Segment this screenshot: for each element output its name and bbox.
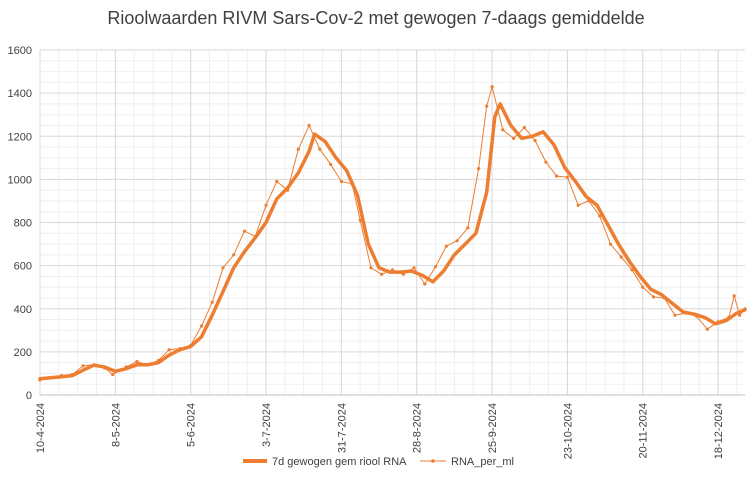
data-point-rna-per-ml [544,160,548,164]
data-point-rna-per-ml [412,266,416,270]
x-tick-label: 20-11-2024 [638,403,650,458]
y-tick-label: 1000 [8,174,32,186]
data-point-rna-per-ml [242,229,247,233]
data-point-rna-per-ml [619,255,623,259]
data-point-rna-per-ml [651,295,656,299]
y-tick-label: 200 [14,347,32,359]
data-point-rna-per-ml [111,372,115,377]
legend-marker-raw [431,459,435,463]
data-point-rna-per-ml [81,364,85,368]
data-point-rna-per-ml [434,265,438,269]
x-tick-label: 5-6-2024 [186,403,198,447]
data-point-rna-per-ml [232,253,236,257]
data-point-rna-per-ml [296,147,300,151]
data-point-rna-per-ml [673,313,677,317]
data-point-rna-per-ml [485,104,489,108]
data-point-rna-per-ml [318,147,322,151]
data-point-rna-per-ml [167,348,171,352]
x-tick-label: 25-9-2024 [487,403,499,453]
data-point-rna-per-ml [358,218,362,222]
data-point-rna-per-ml [732,294,736,298]
x-tick-label: 8-5-2024 [110,403,122,447]
legend-label-smooth: 7d gewogen gem riool RNA [272,456,407,468]
x-tick-label: 3-7-2024 [261,403,273,447]
y-tick-label: 1600 [8,45,32,57]
data-point-rna-per-ml [455,239,459,243]
y-axis-tick-labels: 0 200 400 600 800 1000 1200 1400 1600 [8,45,32,402]
series-line-7d-weighted-avg [38,102,747,381]
y-tick-label: 800 [14,218,32,230]
chart-title: Rioolwaarden RIVM Sars-Cov-2 met gewogen… [107,8,644,28]
data-point-rna-per-ml [738,313,742,317]
y-tick-label: 0 [26,390,32,402]
data-point-rna-per-ml [641,285,645,289]
x-tick-label: 10-4-2024 [35,403,47,453]
data-point-rna-per-ml [477,167,481,171]
major-gridlines [39,49,745,396]
data-point-rna-per-ml [608,242,613,246]
data-point-rna-per-ml [199,324,204,328]
data-point-rna-per-ml [576,203,580,207]
data-point-rna-per-ml [466,226,470,230]
y-tick-label: 1400 [8,88,32,100]
data-point-rna-per-ml [135,360,139,364]
data-point-rna-per-ml [329,162,333,166]
data-point-rna-per-ml [210,300,214,304]
data-point-rna-per-ml [444,244,448,248]
x-tick-label: 28-8-2024 [412,403,424,453]
data-point-rna-per-ml [221,266,225,270]
data-point-rna-per-ml [555,174,559,178]
data-point-rna-per-ml [598,214,602,218]
data-point-rna-per-ml [339,179,343,184]
data-point-rna-per-ml [423,282,427,286]
data-point-rna-per-ml [275,179,279,184]
y-tick-label: 400 [14,304,32,316]
data-point-rna-per-ml [705,327,709,331]
data-point-rna-per-ml [264,203,268,207]
data-point-rna-per-ml [380,272,384,276]
y-tick-label: 1200 [8,131,32,143]
data-point-rna-per-ml [501,128,505,132]
legend: 7d gewogen gem riool RNA RNA_per_ml [243,456,514,468]
data-point-rna-per-ml [565,175,570,179]
x-tick-label: 18-12-2024 [713,403,725,459]
data-point-rna-per-ml [307,123,311,128]
data-point-rna-per-ml [533,139,537,143]
data-point-rna-per-ml [369,266,373,270]
data-point-rna-per-ml [490,85,494,89]
legend-label-raw: RNA_per_ml [451,456,514,468]
series-layer [38,85,747,382]
y-tick-label: 600 [14,261,32,273]
x-tick-label: 23-10-2024 [562,403,574,459]
data-point-rna-per-ml [522,126,527,130]
x-tick-label: 31-7-2024 [336,403,348,453]
x-axis-tick-labels: 10-4-2024 8-5-2024 5-6-2024 3-7-2024 31-7-20… [35,403,725,459]
data-point-rna-per-ml [511,136,516,140]
